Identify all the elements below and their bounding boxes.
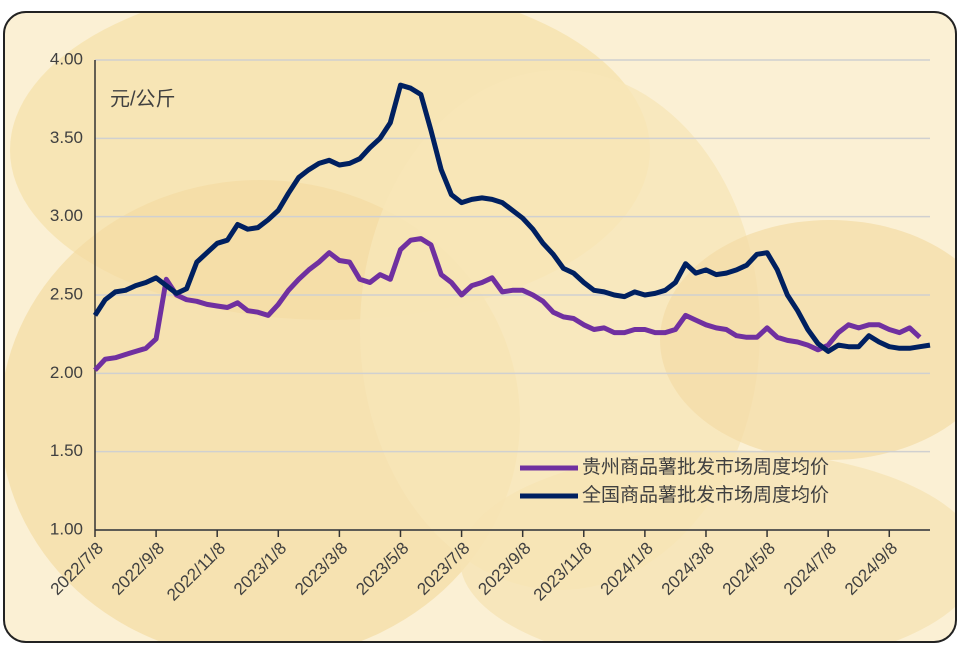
line-series (92, 82, 931, 354)
y-tick-label: 3.00 (50, 206, 83, 225)
y-tick-label: 1.00 (50, 519, 83, 538)
y-tick-label: 1.50 (50, 441, 83, 460)
legend-label: 贵州商品薯批发市场周度均价 (582, 456, 829, 478)
legend-label: 全国商品薯批发市场周度均价 (582, 484, 829, 506)
y-tick-label: 4.00 (50, 49, 83, 68)
line-series (93, 236, 922, 372)
frame (3, 11, 957, 643)
y-tick-label: 2.00 (50, 363, 83, 382)
y-tick-label: 3.50 (50, 128, 83, 147)
y-tick-label: 2.50 (50, 284, 83, 303)
unit-label: 元/公斤 (110, 87, 176, 110)
